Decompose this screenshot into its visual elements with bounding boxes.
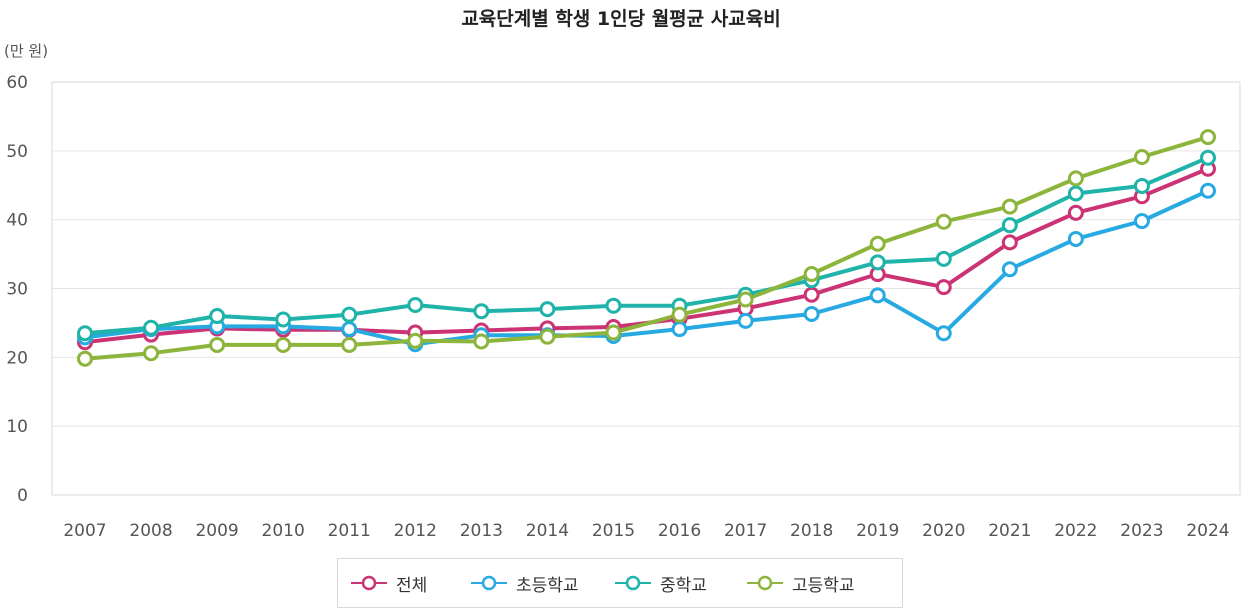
legend-item-total: 전체 — [350, 559, 427, 607]
data-point — [605, 324, 622, 341]
data-point — [1133, 213, 1150, 230]
series-line-elementary — [83, 188, 1210, 347]
data-point — [275, 311, 292, 328]
y-tick-label: 30 — [6, 280, 28, 300]
chart-title: 교육단계별 학생 1인당 월평균 사교육비 — [461, 8, 781, 30]
data-point — [407, 332, 424, 349]
legend-circle — [481, 575, 497, 591]
data-point — [1067, 185, 1084, 202]
y-tick-label: 10 — [6, 417, 28, 437]
legend-circle — [361, 575, 377, 591]
data-point — [935, 279, 952, 296]
line-chart: 0 10 20 30 40 50 60 2007 2008 2009 2010 2011 2012 201… — [6, 73, 1241, 541]
data-point — [803, 305, 820, 322]
y-tick-label: 20 — [6, 348, 28, 368]
series-line-middle — [83, 155, 1210, 336]
x-tick-label: 2014 — [526, 521, 569, 541]
data-point — [935, 250, 952, 267]
data-point — [209, 336, 226, 353]
data-point — [737, 291, 754, 308]
data-point — [341, 321, 358, 338]
y-tick-label: 60 — [6, 73, 28, 93]
data-point — [935, 325, 952, 342]
data-point — [1067, 204, 1084, 221]
legend-label: 초등학교 — [516, 575, 579, 596]
legend-circle — [757, 575, 773, 591]
data-point — [1067, 230, 1084, 247]
x-tick-label: 2021 — [988, 521, 1031, 541]
data-point — [143, 319, 160, 336]
x-tick-label: 2008 — [129, 521, 172, 541]
data-point — [539, 328, 556, 345]
x-tick-label: 2012 — [394, 521, 437, 541]
legend-circle — [625, 575, 641, 591]
data-point — [473, 303, 490, 320]
x-tick-label: 2023 — [1120, 521, 1163, 541]
data-point — [671, 306, 688, 323]
legend: 전체 초등학교 중학교 고등학교 — [337, 558, 903, 608]
x-tick-label: 2011 — [328, 521, 371, 541]
data-point — [935, 213, 952, 230]
data-point — [869, 235, 886, 252]
data-point — [605, 297, 622, 314]
legend-label: 중학교 — [660, 575, 707, 596]
legend-label: 고등학교 — [792, 575, 855, 596]
x-tick-label: 2017 — [724, 521, 767, 541]
y-tick-label: 40 — [6, 211, 28, 231]
data-point — [341, 336, 358, 353]
legend-item-middle: 중학교 — [614, 559, 707, 607]
series-line-high — [83, 135, 1210, 361]
x-tick-label: 2015 — [592, 521, 635, 541]
x-tick-label: 2022 — [1054, 521, 1097, 541]
x-tick-label: 2024 — [1186, 521, 1229, 541]
data-point — [803, 286, 820, 303]
data-point — [143, 345, 160, 362]
y-tick-label: 0 — [17, 486, 28, 506]
legend-label: 전체 — [396, 575, 428, 596]
x-tick-label: 2020 — [922, 521, 965, 541]
data-point — [1001, 234, 1018, 251]
x-tick-label: 2013 — [460, 521, 503, 541]
y-axis-unit-label: (만 원) — [4, 42, 49, 60]
data-point — [407, 297, 424, 314]
data-point — [1067, 170, 1084, 187]
data-point — [341, 306, 358, 323]
data-point — [869, 287, 886, 304]
legend-marker-icon — [615, 575, 651, 591]
legend-item-elementary: 초등학교 — [470, 559, 579, 607]
data-point — [869, 254, 886, 271]
data-point — [1133, 149, 1150, 166]
y-tick-label: 50 — [6, 142, 28, 162]
data-point — [539, 301, 556, 318]
data-point — [1001, 261, 1018, 278]
data-point — [1200, 149, 1216, 166]
x-tick-label: 2009 — [195, 521, 238, 541]
data-point — [275, 336, 292, 353]
legend-marker-icon — [351, 575, 387, 591]
data-point — [209, 308, 226, 325]
data-point — [77, 325, 93, 342]
legend-marker-icon — [471, 575, 507, 591]
data-point — [1133, 177, 1150, 194]
x-tick-label: 2010 — [262, 521, 305, 541]
data-point — [77, 350, 93, 367]
data-point — [1001, 217, 1018, 234]
data-point — [803, 266, 820, 283]
x-tick-label: 2018 — [790, 521, 833, 541]
x-tick-label: 2007 — [63, 521, 106, 541]
legend-marker-icon — [747, 575, 783, 591]
x-tick-label: 2019 — [856, 521, 899, 541]
data-point — [473, 333, 490, 350]
data-point — [1200, 182, 1216, 199]
x-tick-label: 2016 — [658, 521, 701, 541]
data-point — [1001, 198, 1018, 215]
data-point — [737, 312, 754, 329]
data-point — [1200, 129, 1216, 146]
data-point — [671, 321, 688, 338]
legend-item-high: 고등학교 — [746, 559, 855, 607]
